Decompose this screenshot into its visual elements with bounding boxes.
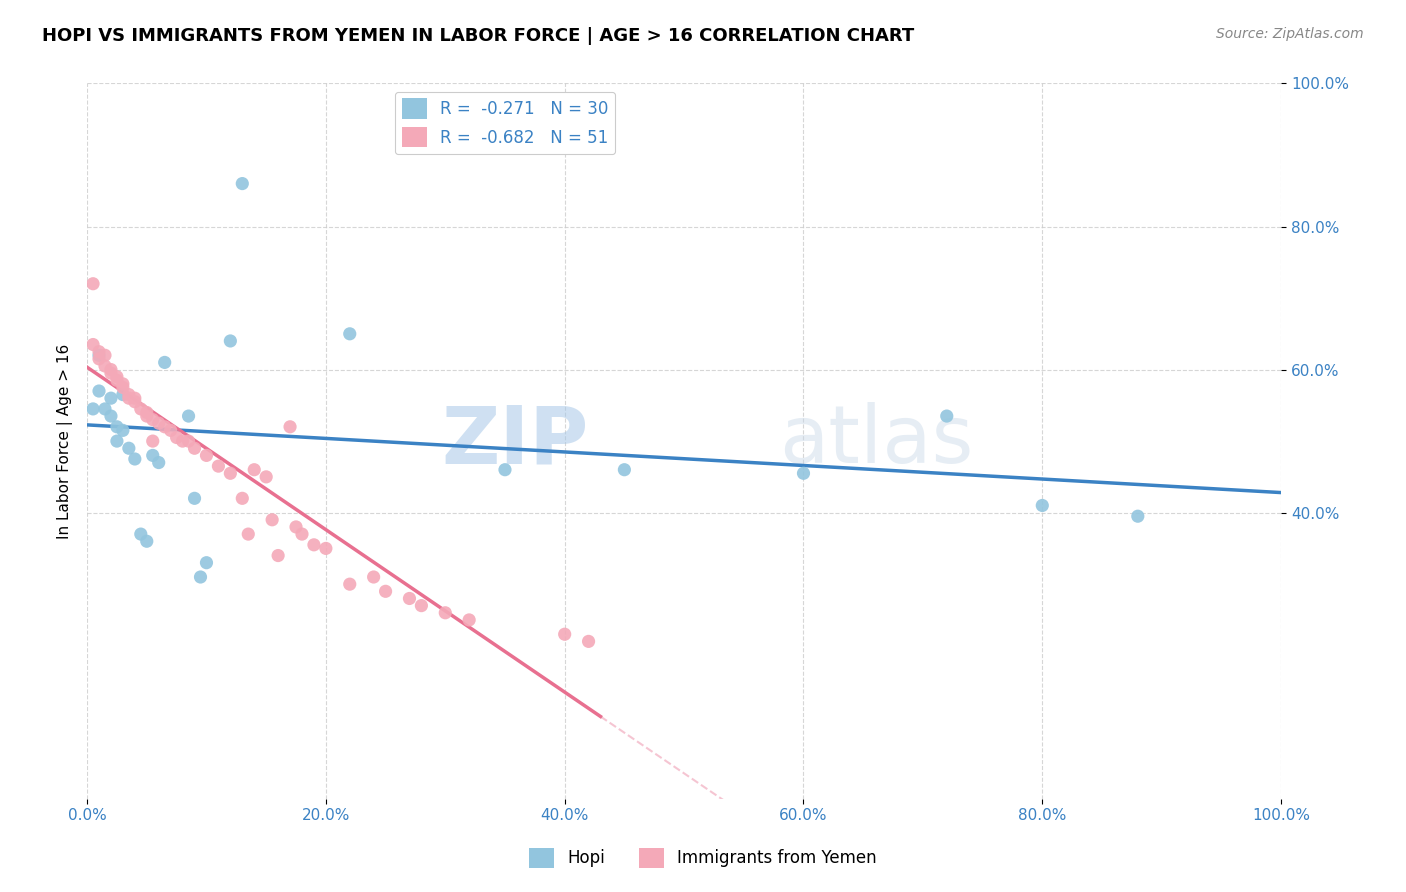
Point xyxy=(262,513,284,527)
Point xyxy=(111,387,134,401)
Point xyxy=(105,373,128,387)
Text: Source: ZipAtlas.com: Source: ZipAtlas.com xyxy=(1216,27,1364,41)
Legend: R =  -0.271   N = 30, R =  -0.682   N = 51: R = -0.271 N = 30, R = -0.682 N = 51 xyxy=(395,92,614,154)
Point xyxy=(792,467,814,481)
Point xyxy=(87,348,110,362)
Text: ZIP: ZIP xyxy=(441,402,589,480)
Point xyxy=(105,419,128,434)
Point xyxy=(398,591,420,606)
Point xyxy=(1031,499,1053,513)
Point xyxy=(339,577,361,591)
Point xyxy=(124,394,146,409)
Point xyxy=(219,334,242,348)
Text: HOPI VS IMMIGRANTS FROM YEMEN IN LABOR FORCE | AGE > 16 CORRELATION CHART: HOPI VS IMMIGRANTS FROM YEMEN IN LABOR F… xyxy=(42,27,914,45)
Point xyxy=(135,405,157,419)
Point xyxy=(166,430,188,444)
Point xyxy=(100,409,122,423)
Y-axis label: In Labor Force | Age > 16: In Labor Force | Age > 16 xyxy=(58,343,73,539)
Point xyxy=(148,456,170,470)
Point xyxy=(87,344,110,359)
Point xyxy=(195,449,218,463)
Point xyxy=(315,541,337,556)
Point xyxy=(94,359,117,373)
Point xyxy=(135,534,157,549)
Point xyxy=(118,442,141,456)
Point xyxy=(578,634,600,648)
Point xyxy=(254,470,277,484)
Point xyxy=(100,391,122,405)
Point xyxy=(105,434,128,449)
Point xyxy=(554,627,576,641)
Point xyxy=(94,401,117,416)
Point xyxy=(613,463,636,477)
Point xyxy=(363,570,385,584)
Point xyxy=(94,348,117,362)
Text: atlas: atlas xyxy=(779,402,974,480)
Point xyxy=(374,584,396,599)
Point xyxy=(100,366,122,380)
Point xyxy=(129,527,152,541)
Point xyxy=(153,419,176,434)
Point xyxy=(177,409,200,423)
Point xyxy=(183,442,205,456)
Point xyxy=(82,337,104,351)
Point xyxy=(142,412,165,426)
Point xyxy=(177,434,200,449)
Point xyxy=(190,570,212,584)
Point xyxy=(434,606,457,620)
Point xyxy=(111,423,134,437)
Point xyxy=(411,599,433,613)
Point xyxy=(219,467,242,481)
Point xyxy=(82,277,104,291)
Point xyxy=(172,434,194,449)
Point xyxy=(100,362,122,376)
Point xyxy=(935,409,957,423)
Point xyxy=(142,434,165,449)
Point xyxy=(494,463,516,477)
Point xyxy=(87,384,110,398)
Point xyxy=(207,459,229,474)
Point xyxy=(243,463,266,477)
Point xyxy=(124,391,146,405)
Point xyxy=(267,549,290,563)
Point xyxy=(285,520,308,534)
Point xyxy=(183,491,205,506)
Point xyxy=(118,387,141,401)
Point xyxy=(82,401,104,416)
Point xyxy=(278,419,301,434)
Point xyxy=(111,376,134,391)
Point xyxy=(124,452,146,467)
Point xyxy=(148,416,170,430)
Point xyxy=(458,613,481,627)
Point xyxy=(87,351,110,366)
Point xyxy=(153,355,176,369)
Point xyxy=(135,409,157,423)
Point xyxy=(291,527,314,541)
Point xyxy=(142,449,165,463)
Point xyxy=(118,391,141,405)
Legend: Hopi, Immigrants from Yemen: Hopi, Immigrants from Yemen xyxy=(523,841,883,875)
Point xyxy=(195,556,218,570)
Point xyxy=(231,491,253,506)
Point xyxy=(339,326,361,341)
Point xyxy=(238,527,260,541)
Point xyxy=(105,369,128,384)
Point xyxy=(231,177,253,191)
Point xyxy=(129,401,152,416)
Point xyxy=(302,538,325,552)
Point xyxy=(1126,509,1149,524)
Point xyxy=(159,423,181,437)
Point xyxy=(111,380,134,394)
